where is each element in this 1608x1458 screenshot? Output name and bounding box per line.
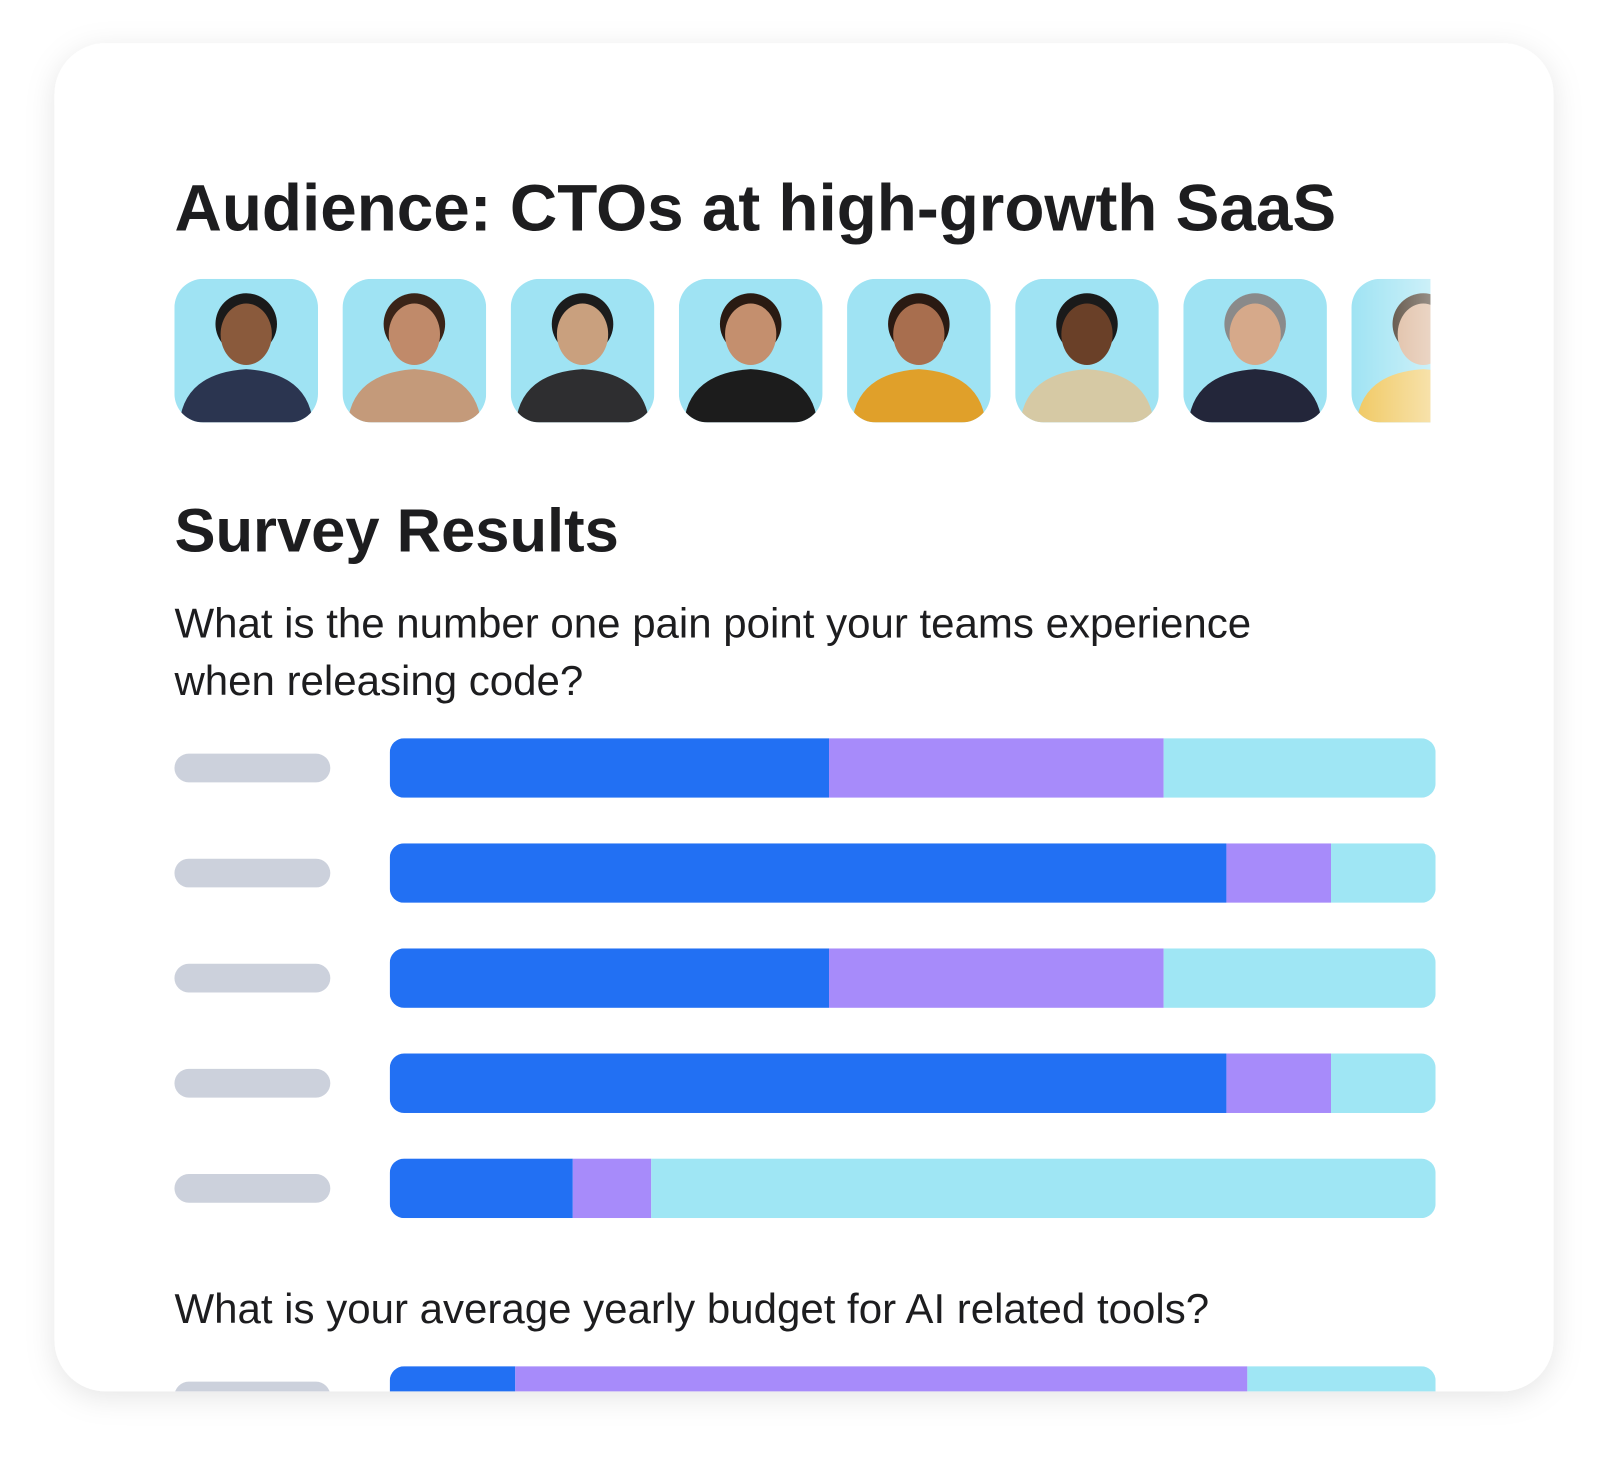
avatar bbox=[1183, 278, 1327, 423]
avatar-body bbox=[852, 369, 986, 423]
avatar-row bbox=[174, 278, 1496, 423]
stacked-bar bbox=[389, 738, 1436, 798]
avatar-face bbox=[725, 303, 777, 366]
label-placeholder bbox=[174, 963, 331, 993]
label-placeholder bbox=[174, 753, 331, 783]
avatar-face bbox=[556, 303, 609, 366]
bar-segment bbox=[829, 738, 1164, 798]
avatar-face bbox=[388, 303, 441, 366]
bar-segment bbox=[829, 948, 1164, 1008]
bar-segment bbox=[1163, 948, 1436, 1008]
label-placeholder bbox=[174, 858, 331, 888]
bar-segment bbox=[389, 1366, 516, 1392]
bar-segment bbox=[1226, 843, 1332, 903]
bar-segment bbox=[1226, 1053, 1332, 1113]
avatar bbox=[510, 278, 655, 423]
label-placeholder bbox=[174, 1381, 331, 1392]
avatar-body bbox=[1188, 369, 1322, 423]
avatar-body bbox=[515, 369, 650, 423]
avatar-face bbox=[893, 303, 945, 366]
bar-segment bbox=[1331, 1053, 1436, 1113]
stacked-bar bbox=[389, 843, 1436, 903]
bar-segment bbox=[651, 1158, 1436, 1219]
bar-segment bbox=[389, 843, 1227, 903]
bar-segment bbox=[1331, 843, 1436, 903]
bar-segment bbox=[1247, 1366, 1436, 1392]
bar-segment bbox=[389, 1053, 1227, 1113]
avatar-face bbox=[220, 303, 272, 366]
bar-segment bbox=[572, 1158, 652, 1219]
avatar-body bbox=[179, 369, 313, 423]
avatar-overflow-mask bbox=[1430, 271, 1554, 436]
bar-segment bbox=[389, 948, 830, 1008]
avatar bbox=[1015, 278, 1159, 423]
card-content: Audience: CTOs at high-growth SaaS Surve… bbox=[173, 172, 1554, 1392]
bar-segment bbox=[389, 1158, 573, 1219]
bar-segment bbox=[389, 738, 830, 798]
avatar bbox=[678, 278, 823, 423]
stacked-bar bbox=[389, 1053, 1436, 1113]
stacked-bar bbox=[389, 1366, 1436, 1392]
avatar bbox=[174, 278, 318, 423]
stacked-bar bbox=[389, 1158, 1436, 1219]
question-text: What is your average yearly budget for A… bbox=[174, 1285, 1209, 1332]
audience-title: Audience: CTOs at high-growth SaaS bbox=[174, 172, 1336, 245]
avatar bbox=[847, 278, 991, 423]
stacked-bar bbox=[389, 948, 1436, 1008]
label-placeholder bbox=[174, 1068, 331, 1098]
question-text: What is the number one pain point your t… bbox=[174, 600, 1251, 647]
bar-segment bbox=[1163, 738, 1436, 798]
avatar-face bbox=[1229, 303, 1281, 366]
avatar-face bbox=[1061, 303, 1113, 366]
avatar-body bbox=[347, 369, 482, 423]
avatar-body bbox=[684, 369, 818, 423]
avatar bbox=[342, 278, 487, 423]
avatar-body bbox=[1020, 369, 1154, 423]
section-title: Survey Results bbox=[174, 497, 618, 566]
bar-segment bbox=[515, 1366, 1248, 1392]
label-placeholder bbox=[174, 1173, 331, 1203]
question-text: when releasing code? bbox=[173, 657, 583, 704]
